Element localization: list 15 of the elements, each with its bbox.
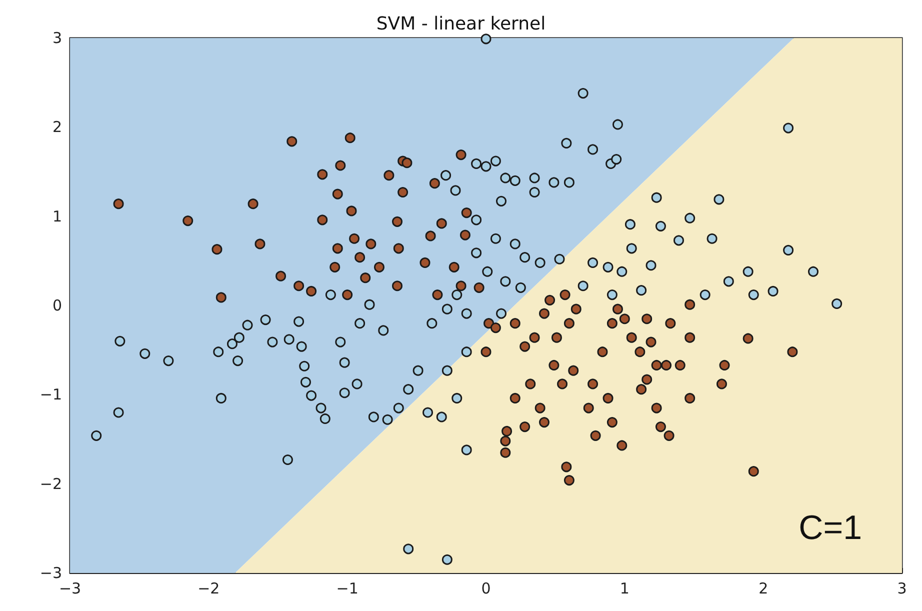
x-tick-label: 0	[481, 580, 491, 598]
x-tick-label: 3	[897, 580, 907, 598]
y-tick-label: 1	[52, 207, 62, 226]
annotation: C=1	[798, 509, 862, 547]
chart-title: SVM - linear kernel	[376, 14, 546, 34]
x-tick-label: 2	[758, 580, 768, 598]
y-tick-label: −3	[40, 564, 62, 582]
y-tick-label: −2	[40, 474, 62, 493]
x-tick-label: 1	[620, 580, 630, 598]
x-tick-label: −1	[336, 580, 358, 598]
y-tick-label: 2	[52, 118, 62, 136]
y-tick-label: 3	[52, 29, 62, 47]
x-tick-label: −2	[198, 580, 220, 598]
y-tick-label: −1	[40, 386, 62, 404]
y-tick-label: 0	[52, 296, 62, 314]
